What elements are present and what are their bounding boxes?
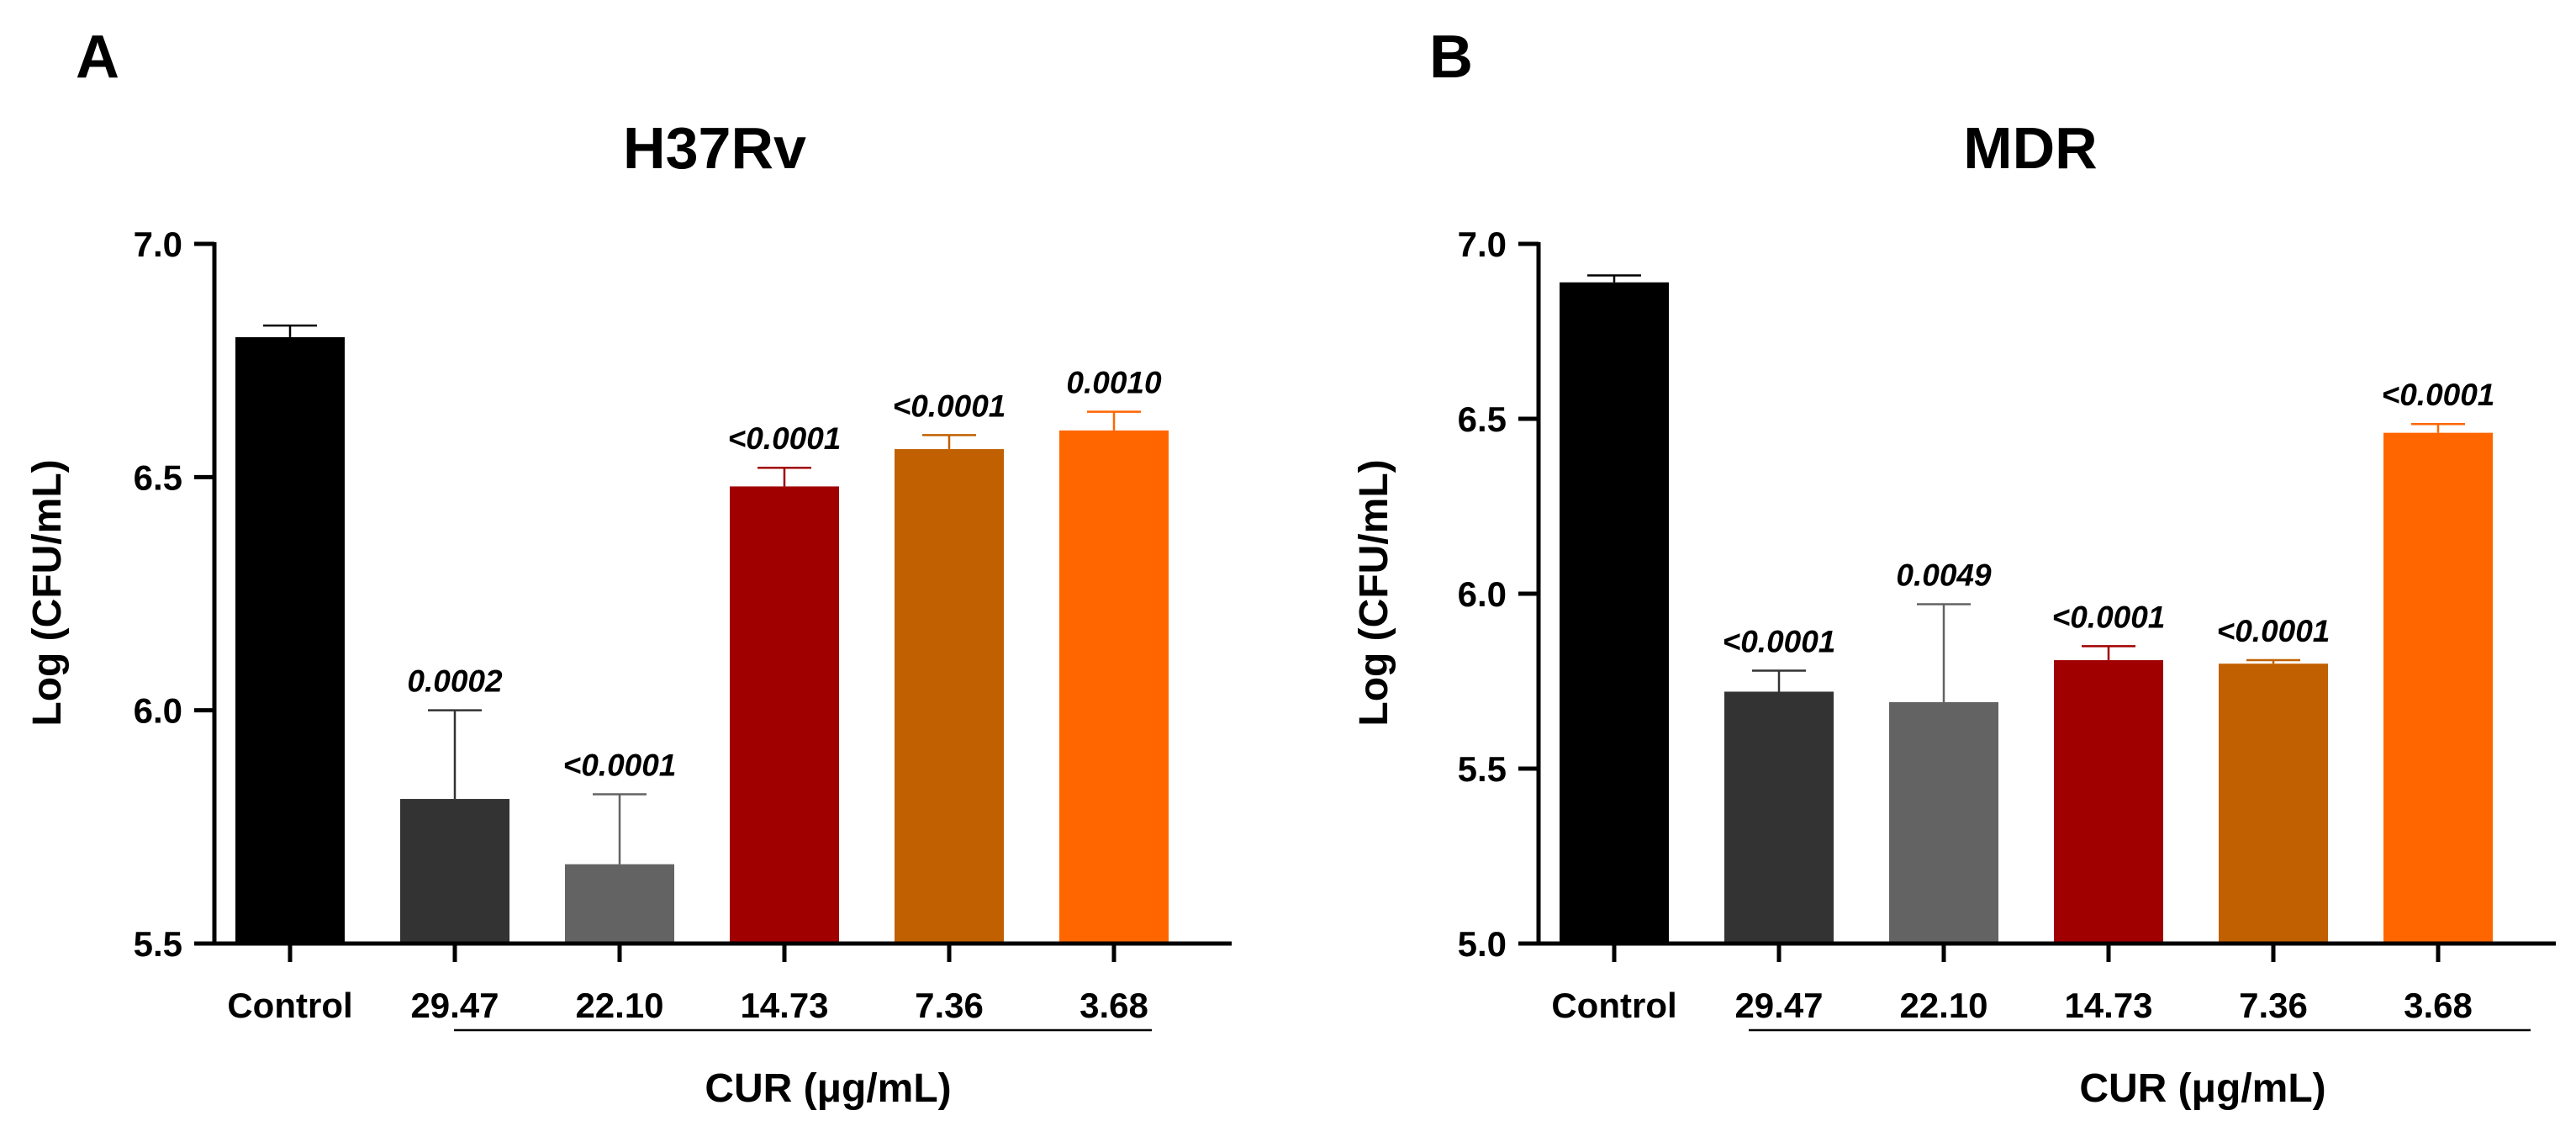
chart-panel-a: A H37Rv Log (CFU/mL) CUR (μg/mL) Control… xyxy=(25,24,1232,1111)
x-tick-label: Control xyxy=(227,986,352,1025)
x-tick-label: 22.10 xyxy=(1899,986,1987,1025)
y-tick-label: 5.5 xyxy=(1458,749,1507,789)
y-tick-label: 6.0 xyxy=(1458,574,1507,614)
p-value-label: <0.0001 xyxy=(728,421,842,456)
y-axis-label: Log (CFU/mL) xyxy=(1352,459,1396,726)
chart-title: H37Rv xyxy=(623,115,806,181)
bar xyxy=(1889,701,1998,944)
bar xyxy=(1059,430,1169,944)
p-value-label: 0.0010 xyxy=(1066,366,1162,400)
y-tick-label: 7.0 xyxy=(1458,225,1507,264)
p-value-label: <0.0001 xyxy=(2052,600,2166,634)
chart-title: MDR xyxy=(1963,115,2097,181)
x-axis-label: CUR (μg/mL) xyxy=(2079,1066,2325,1111)
y-tick-label: 6.5 xyxy=(1458,399,1507,439)
bar xyxy=(730,486,839,944)
y-tick-label: 5.0 xyxy=(1458,924,1507,964)
x-tick-label: 29.47 xyxy=(1734,986,1823,1025)
y-tick-label: 5.5 xyxy=(134,924,182,964)
x-tick-label: 14.73 xyxy=(2064,986,2152,1025)
chart-panel-b: B MDR Log (CFU/mL) CUR (μg/mL) Control <0… xyxy=(1352,24,2556,1111)
bar xyxy=(565,864,674,944)
bar xyxy=(2383,432,2493,944)
p-value-label: <0.0001 xyxy=(893,389,1006,423)
p-value-label: <0.0001 xyxy=(563,748,677,783)
bar xyxy=(1724,691,1834,944)
p-value-label: 0.0049 xyxy=(1896,558,1992,592)
bar xyxy=(1560,282,1669,944)
bar xyxy=(235,336,345,944)
x-tick-label: 22.10 xyxy=(575,986,663,1025)
x-tick-label: 14.73 xyxy=(740,986,828,1025)
bar xyxy=(2219,664,2328,944)
bar xyxy=(400,799,509,944)
y-tick-label: 6.0 xyxy=(134,691,182,731)
p-value-label: 0.0002 xyxy=(407,664,503,699)
panel-letter: A xyxy=(76,24,119,91)
x-tick-label: 7.36 xyxy=(2239,986,2308,1025)
y-tick-label: 7.0 xyxy=(134,225,182,264)
x-tick-label: 7.36 xyxy=(915,986,984,1025)
x-tick-label: 3.68 xyxy=(1079,986,1148,1025)
panel-letter: B xyxy=(1429,24,1473,91)
x-tick-label: 3.68 xyxy=(2404,986,2473,1025)
y-tick-label: 6.5 xyxy=(134,457,182,497)
p-value-label: <0.0001 xyxy=(1723,625,1836,659)
x-axis-label: CUR (μg/mL) xyxy=(705,1066,951,1111)
y-axis-label: Log (CFU/mL) xyxy=(25,459,70,726)
p-value-label: <0.0001 xyxy=(2217,614,2331,648)
bar xyxy=(895,449,1004,944)
x-tick-label: Control xyxy=(1551,986,1676,1025)
bar xyxy=(2054,660,2163,944)
p-value-label: <0.0001 xyxy=(2382,378,2495,412)
x-tick-label: 29.47 xyxy=(410,986,499,1025)
